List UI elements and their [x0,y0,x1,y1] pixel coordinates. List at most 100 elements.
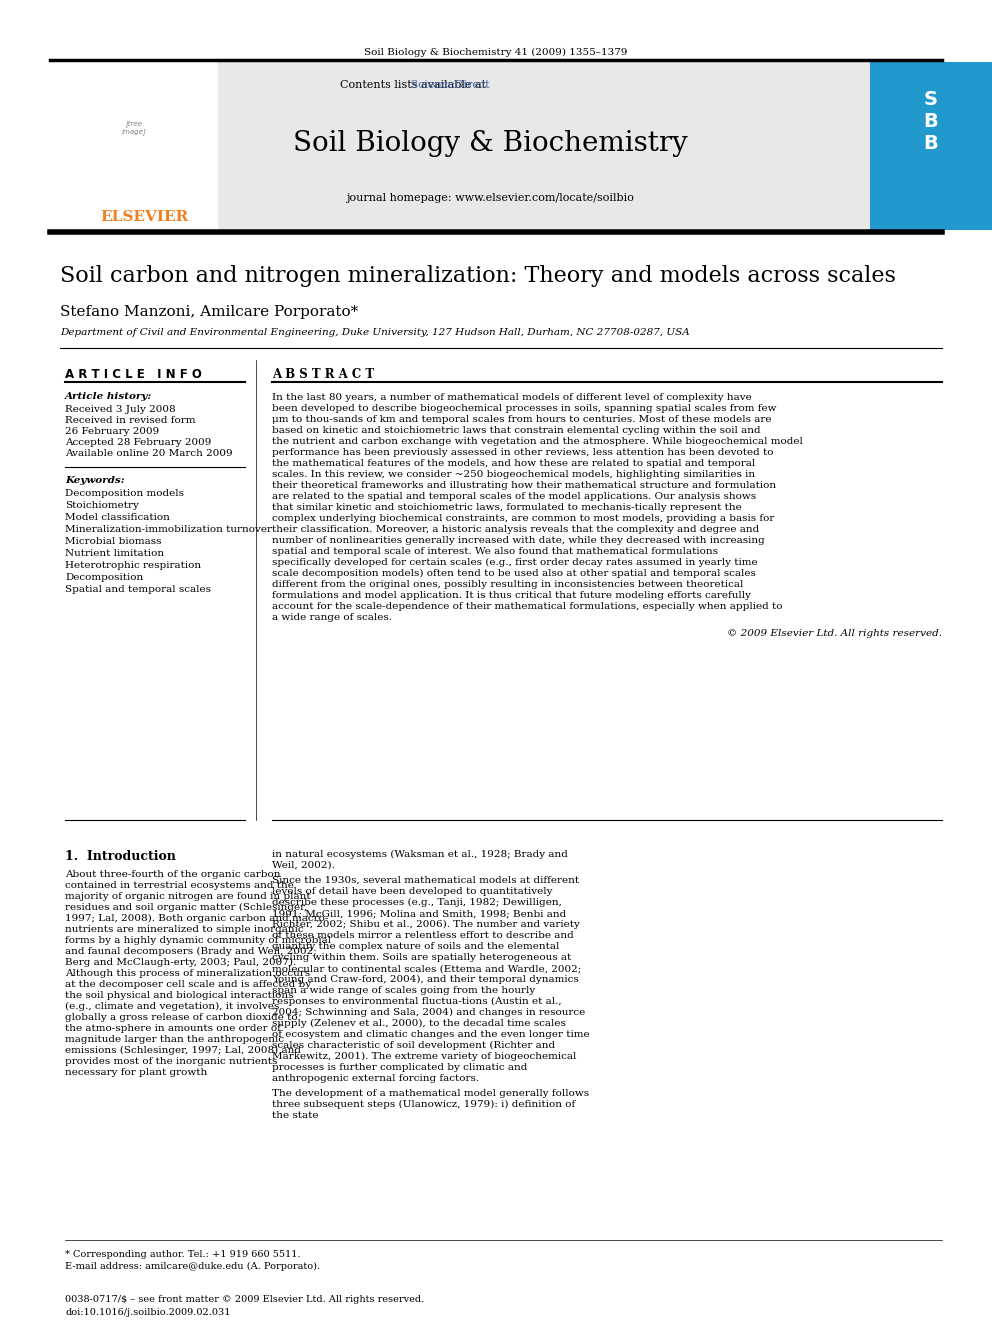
Text: Spatial and temporal scales: Spatial and temporal scales [65,585,211,594]
Text: Decomposition: Decomposition [65,573,143,582]
Text: that similar kinetic and stoichiometric laws, formulated to mechanis-tically rep: that similar kinetic and stoichiometric … [272,503,742,512]
Text: span a wide range of scales going from the hourly: span a wide range of scales going from t… [272,986,536,995]
Text: magnitude larger than the anthropogenic: magnitude larger than the anthropogenic [65,1035,284,1044]
Text: the nutrient and carbon exchange with vegetation and the atmosphere. While bioge: the nutrient and carbon exchange with ve… [272,437,803,446]
Text: cycling within them. Soils are spatially heterogeneous at: cycling within them. Soils are spatially… [272,953,571,962]
Text: Mineralization-immobilization turnover: Mineralization-immobilization turnover [65,525,272,534]
Text: doi:10.1016/j.soilbio.2009.02.031: doi:10.1016/j.soilbio.2009.02.031 [65,1308,230,1316]
Text: In the last 80 years, a number of mathematical models of different level of comp: In the last 80 years, a number of mathem… [272,393,752,402]
Text: Markewitz, 2001). The extreme variety of biogeochemical: Markewitz, 2001). The extreme variety of… [272,1052,576,1061]
Text: number of nonlinearities generally increased with date, while they decreased wit: number of nonlinearities generally incre… [272,536,765,545]
Text: spatial and temporal scale of interest. We also found that mathematical formulat: spatial and temporal scale of interest. … [272,546,718,556]
Text: Soil Biology & Biochemistry 41 (2009) 1355–1379: Soil Biology & Biochemistry 41 (2009) 13… [364,48,628,57]
Text: 2004; Schwinning and Sala, 2004) and changes in resource: 2004; Schwinning and Sala, 2004) and cha… [272,1008,585,1017]
Text: Available online 20 March 2009: Available online 20 March 2009 [65,448,233,458]
Text: scales characteristic of soil development (Richter and: scales characteristic of soil developmen… [272,1041,556,1050]
Bar [870,62,992,230]
Text: journal homepage: www.elsevier.com/locate/soilbio: journal homepage: www.elsevier.com/locat… [346,193,634,202]
Text: the mathematical features of the models, and how these are related to spatial an: the mathematical features of the models,… [272,459,755,468]
Text: scale decomposition models) often tend to be used also at other spatial and temp: scale decomposition models) often tend t… [272,569,756,578]
Text: Received 3 July 2008: Received 3 July 2008 [65,405,176,414]
Text: different from the original ones, possibly resulting in inconsistencies between : different from the original ones, possib… [272,579,743,589]
Text: 0038-0717/$ – see front matter © 2009 Elsevier Ltd. All rights reserved.: 0038-0717/$ – see front matter © 2009 El… [65,1295,425,1304]
Text: Decomposition models: Decomposition models [65,490,184,497]
Text: responses to environmental fluctua-tions (Austin et al.,: responses to environmental fluctua-tions… [272,998,561,1005]
Text: Article history:: Article history: [65,392,152,401]
Text: [tree
image]: [tree image] [122,120,146,135]
Text: performance has been previously assessed in other reviews, less attention has be: performance has been previously assessed… [272,448,774,456]
Text: necessary for plant growth: necessary for plant growth [65,1068,207,1077]
Bar [50,62,942,230]
Text: ELSEVIER: ELSEVIER [100,210,188,224]
Text: of these models mirror a relentless effort to describe and: of these models mirror a relentless effo… [272,931,573,941]
Text: Contents lists available at: Contents lists available at [340,79,490,90]
Text: Nutrient limitation: Nutrient limitation [65,549,164,558]
Text: of ecosystem and climatic changes and the even longer time: of ecosystem and climatic changes and th… [272,1031,589,1039]
Text: describe these processes (e.g., Tanji, 1982; Dewilligen,: describe these processes (e.g., Tanji, 1… [272,898,561,908]
Text: Berg and McClaugh-erty, 2003; Paul, 2007).: Berg and McClaugh-erty, 2003; Paul, 2007… [65,958,297,967]
Text: residues and soil organic matter (Schlesinger,: residues and soil organic matter (Schles… [65,904,308,912]
Text: their theoretical frameworks and illustrating how their mathematical structure a: their theoretical frameworks and illustr… [272,482,776,490]
Text: are related to the spatial and temporal scales of the model applications. Our an: are related to the spatial and temporal … [272,492,756,501]
Text: globally a gross release of carbon dioxide to: globally a gross release of carbon dioxi… [65,1013,298,1021]
Text: ScienceDirect: ScienceDirect [310,79,490,90]
Text: Richter, 2002; Shibu et al., 2006). The number and variety: Richter, 2002; Shibu et al., 2006). The … [272,919,580,929]
Text: anthropogenic external forcing factors.: anthropogenic external forcing factors. [272,1074,479,1084]
Text: three subsequent steps (Ulanowicz, 1979): i) definition of: three subsequent steps (Ulanowicz, 1979)… [272,1099,575,1109]
Text: been developed to describe biogeochemical processes in soils, spanning spatial s: been developed to describe biogeochemica… [272,404,777,413]
Text: Accepted 28 February 2009: Accepted 28 February 2009 [65,438,211,447]
Text: © 2009 Elsevier Ltd. All rights reserved.: © 2009 Elsevier Ltd. All rights reserved… [727,628,942,638]
Text: Soil carbon and nitrogen mineralization: Theory and models across scales: Soil carbon and nitrogen mineralization:… [60,265,896,287]
Text: levels of detail have been developed to quantitatively: levels of detail have been developed to … [272,886,553,896]
Text: account for the scale-dependence of their mathematical formulations, especially : account for the scale-dependence of thei… [272,602,783,611]
Text: their classification. Moreover, a historic analysis reveals that the complexity : their classification. Moreover, a histor… [272,525,759,534]
Text: emissions (Schlesinger, 1997; Lal, 2008) and: emissions (Schlesinger, 1997; Lal, 2008)… [65,1046,301,1056]
Text: Stoichiometry: Stoichiometry [65,501,139,509]
Text: nutrients are mineralized to simple inorganic: nutrients are mineralized to simple inor… [65,925,304,934]
Text: molecular to continental scales (Ettema and Wardle, 2002;: molecular to continental scales (Ettema … [272,964,581,972]
Text: Heterotrophic respiration: Heterotrophic respiration [65,561,201,570]
Text: specifically developed for certain scales (e.g., first order decay rates assumed: specifically developed for certain scale… [272,558,758,568]
Text: contained in terrestrial ecosystems and the: contained in terrestrial ecosystems and … [65,881,294,890]
Text: formulations and model application. It is thus critical that future modeling eff: formulations and model application. It i… [272,591,751,601]
Text: at the decomposer cell scale and is affected by: at the decomposer cell scale and is affe… [65,980,311,990]
Text: forms by a highly dynamic community of microbial: forms by a highly dynamic community of m… [65,935,331,945]
Bar [50,62,218,230]
Text: complex underlying biochemical constraints, are common to most models, providing: complex underlying biochemical constrain… [272,515,775,523]
Text: Although this process of mineralization occurs: Although this process of mineralization … [65,968,310,978]
Text: (e.g., climate and vegetation), it involves: (e.g., climate and vegetation), it invol… [65,1002,280,1011]
Text: Keywords:: Keywords: [65,476,125,486]
Text: 26 February 2009: 26 February 2009 [65,427,160,437]
Text: Soil Biology & Biochemistry: Soil Biology & Biochemistry [293,130,687,157]
Text: About three-fourth of the organic carbon: About three-fourth of the organic carbon [65,871,281,878]
Text: and faunal decomposers (Brady and Weil, 2002;: and faunal decomposers (Brady and Weil, … [65,947,316,957]
Text: Since the 1930s, several mathematical models at different: Since the 1930s, several mathematical mo… [272,876,579,885]
Text: provides most of the inorganic nutrients: provides most of the inorganic nutrients [65,1057,278,1066]
Text: E-mail address: amilcare@duke.edu (A. Porporato).: E-mail address: amilcare@duke.edu (A. Po… [65,1262,320,1271]
Text: based on kinetic and stoichiometric laws that constrain elemental cycling within: based on kinetic and stoichiometric laws… [272,426,761,435]
Text: Weil, 2002).: Weil, 2002). [272,861,335,871]
Text: 1991; McGill, 1996; Molina and Smith, 1998; Benbi and: 1991; McGill, 1996; Molina and Smith, 19… [272,909,566,918]
Text: the state: the state [272,1111,318,1121]
Text: a wide range of scales.: a wide range of scales. [272,613,392,622]
Text: A B S T R A C T: A B S T R A C T [272,368,374,381]
Text: Department of Civil and Environmental Engineering, Duke University, 127 Hudson H: Department of Civil and Environmental En… [60,328,689,337]
Text: scales. In this review, we consider ~250 biogeochemical models, highlighting sim: scales. In this review, we consider ~250… [272,470,755,479]
Text: Model classification: Model classification [65,513,170,523]
Text: * Corresponding author. Tel.: +1 919 660 5511.: * Corresponding author. Tel.: +1 919 660… [65,1250,301,1259]
Text: Young and Craw-ford, 2004), and their temporal dynamics: Young and Craw-ford, 2004), and their te… [272,975,578,984]
Text: 1997; Lal, 2008). Both organic carbon and macro-: 1997; Lal, 2008). Both organic carbon an… [65,914,328,923]
Text: supply (Zelenev et al., 2000), to the decadal time scales: supply (Zelenev et al., 2000), to the de… [272,1019,565,1028]
Text: A R T I C L E   I N F O: A R T I C L E I N F O [65,368,202,381]
Text: 1.  Introduction: 1. Introduction [65,849,176,863]
Text: the atmo-sphere in amounts one order of: the atmo-sphere in amounts one order of [65,1024,281,1033]
Text: μm to thou-sands of km and temporal scales from hours to centuries. Most of thes: μm to thou-sands of km and temporal scal… [272,415,772,423]
Text: S
B
B: S B B [924,90,938,153]
Text: majority of organic nitrogen are found in plant: majority of organic nitrogen are found i… [65,892,310,901]
Text: The development of a mathematical model generally follows: The development of a mathematical model … [272,1089,589,1098]
Text: processes is further complicated by climatic and: processes is further complicated by clim… [272,1062,528,1072]
Text: in natural ecosystems (Waksman et al., 1928; Brady and: in natural ecosystems (Waksman et al., 1… [272,849,567,859]
Text: quantify the complex nature of soils and the elemental: quantify the complex nature of soils and… [272,942,559,951]
Text: Received in revised form: Received in revised form [65,415,195,425]
Text: the soil physical and biological interactions: the soil physical and biological interac… [65,991,294,1000]
